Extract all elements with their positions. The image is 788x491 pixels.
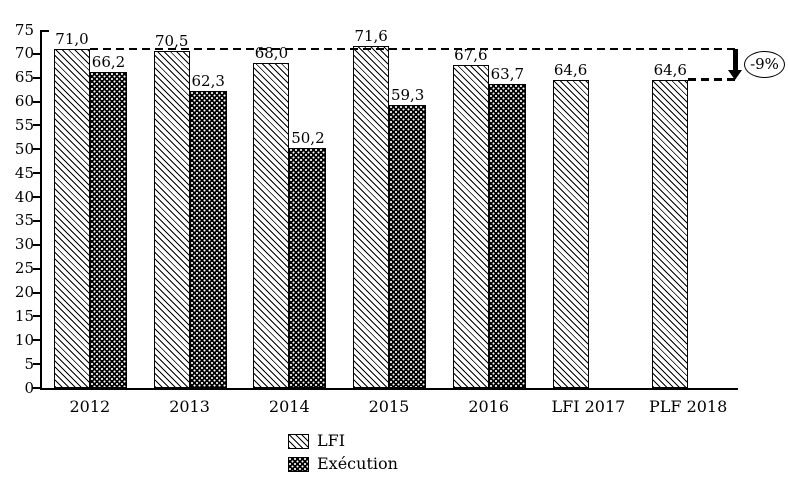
ytick-label-5: 5 (24, 354, 34, 373)
bar-exécution-2012 (90, 72, 127, 388)
value-label-exécution-2015: 59,3 (390, 85, 425, 104)
down-arrow-head-icon (727, 69, 742, 80)
y-axis-line (40, 30, 42, 390)
ytick-label-0: 0 (24, 378, 34, 397)
x-label-LFI 2017: LFI 2017 (551, 397, 626, 416)
bar-lfi-2016 (452, 65, 489, 388)
ytick-label-50: 50 (14, 139, 34, 158)
ytick-label-55: 55 (14, 115, 34, 134)
ytick-mark-45 (33, 172, 40, 175)
ytick-mark-50 (33, 148, 40, 151)
value-label-exécution-2013: 62,3 (191, 71, 225, 90)
value-label-lfi-2012: 71,0 (55, 30, 89, 49)
value-label-exécution-2014: 50,2 (291, 129, 325, 148)
legend-item-execution: Exécution (288, 456, 398, 472)
x-label-2016: 2016 (468, 397, 510, 416)
minus-9-percent-ellipse: -9% (744, 50, 785, 78)
value-label-lfi-2013: 70,5 (155, 32, 189, 51)
ytick-mark-25 (33, 267, 40, 270)
ytick-mark-30 (33, 243, 40, 246)
ytick-mark-15 (33, 315, 40, 318)
x-axis-line (40, 388, 738, 390)
ytick-label-25: 25 (14, 259, 34, 278)
x-label-2012: 2012 (69, 397, 111, 416)
bar-exécution-2014 (289, 148, 327, 388)
value-label-lfi-PLF 2018: 64,6 (653, 60, 687, 79)
ytick-mark-40 (33, 196, 40, 199)
x-label-PLF 2018: PLF 2018 (648, 397, 728, 416)
ytick-mark-70 (33, 52, 40, 55)
ytick-top-hook-75 (42, 30, 49, 32)
bar-lfi-2012 (54, 49, 90, 388)
down-arrow (732, 49, 738, 71)
x-label-2013: 2013 (169, 397, 210, 416)
bar-exécution-2013 (189, 90, 227, 388)
ytick-mark-0 (33, 387, 40, 389)
legend-swatch-execution-dots-icon (288, 456, 309, 472)
value-label-lfi-LFI 2017: 64,6 (553, 60, 588, 79)
ytick-label-60: 60 (14, 92, 34, 111)
ytick-mark-65 (33, 76, 40, 79)
ytick-label-70: 70 (14, 44, 34, 63)
legend-label-lfi: LFI (317, 431, 346, 450)
ytick-mark-35 (33, 219, 40, 222)
bar-lfi-2015 (353, 46, 390, 388)
x-label-2014: 2014 (268, 397, 310, 416)
bar-exécution-2015 (389, 104, 427, 388)
legend: LFI Exécution (288, 433, 398, 472)
ytick-label-65: 65 (14, 68, 34, 87)
ytick-label-75: 75 (14, 20, 34, 39)
ytick-mark-60 (33, 100, 40, 103)
ytick-label-15: 15 (14, 306, 34, 325)
bar-lfi-LFI 2017 (552, 79, 589, 388)
value-label-lfi-2016: 67,6 (454, 46, 488, 65)
dashed-line-lower (688, 78, 737, 81)
legend-label-execution: Exécution (317, 454, 398, 473)
ytick-mark-20 (33, 291, 40, 294)
legend-item-lfi: LFI (288, 433, 398, 449)
ytick-label-30: 30 (14, 235, 34, 254)
ytick-label-45: 45 (14, 163, 34, 182)
bar-lfi-PLF 2018 (652, 79, 689, 388)
bar-lfi-2014 (253, 63, 290, 388)
ytick-label-10: 10 (14, 330, 34, 349)
ytick-mark-5 (33, 363, 40, 366)
legend-swatch-lfi-hatch-icon (288, 433, 309, 449)
bar-lfi-2013 (153, 51, 190, 388)
x-label-2015: 2015 (368, 397, 410, 416)
ytick-label-20: 20 (14, 283, 34, 302)
ytick-mark-10 (33, 339, 40, 342)
dashed-line-upper (90, 47, 737, 51)
value-label-exécution-2012: 66,2 (91, 53, 126, 71)
value-label-lfi-2015: 71,6 (354, 27, 388, 46)
value-label-exécution-2016: 63,7 (490, 64, 525, 83)
ytick-label-35: 35 (14, 211, 34, 230)
ytick-label-40: 40 (14, 187, 34, 206)
bar-exécution-2016 (488, 83, 526, 388)
ytick-mark-55 (33, 124, 40, 127)
